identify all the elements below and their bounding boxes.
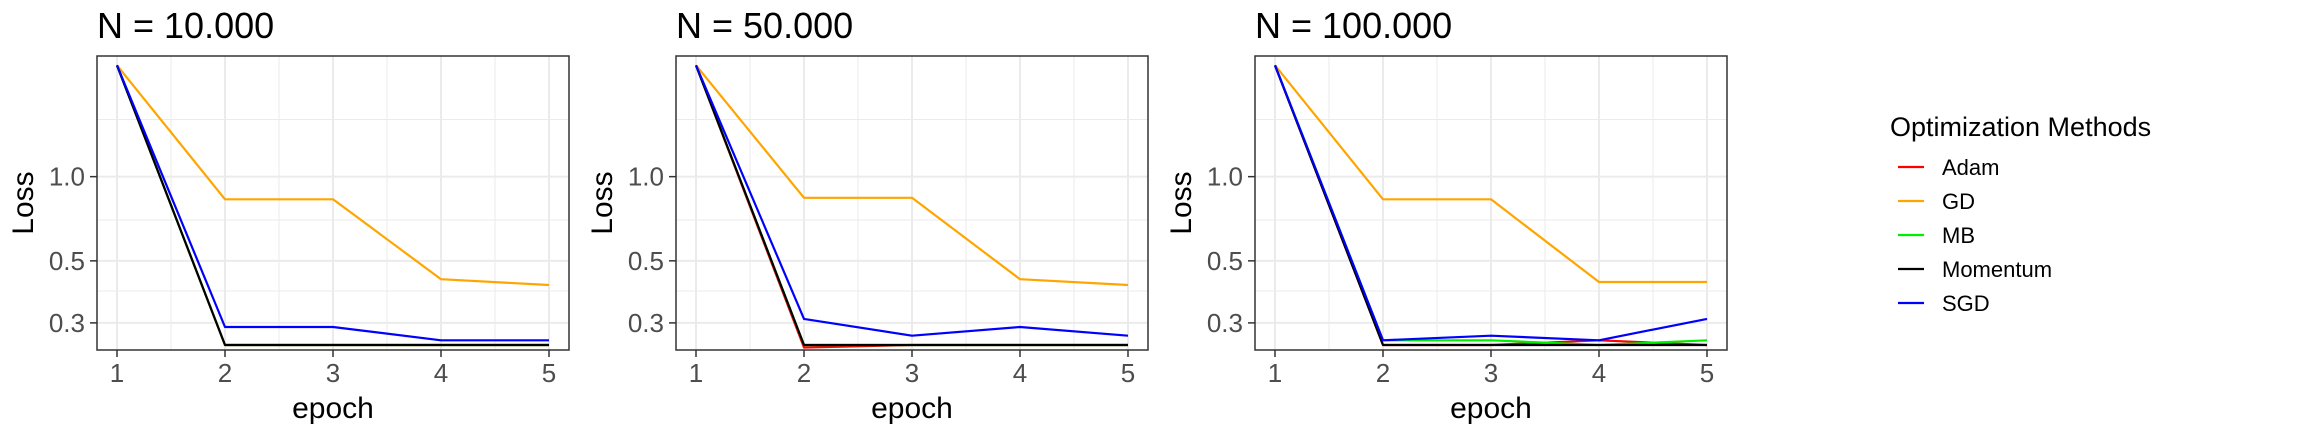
x-tick-label: 5	[542, 358, 556, 388]
y-tick-label: 1.0	[1207, 162, 1243, 192]
y-axis-label: Loss	[586, 171, 619, 234]
legend-item-adam: Adam	[1898, 155, 1999, 180]
panel-3: 1 2 3 4 5 0.3 0.5 1.0 N = 100.000 epoch Loss	[1165, 5, 1728, 425]
x-axis-label: epoch	[1450, 392, 1532, 425]
y-tick-label: 0.3	[49, 308, 85, 338]
legend-item-mb: MB	[1898, 223, 1975, 248]
panel-title: N = 50.000	[676, 5, 853, 46]
gridlines	[676, 56, 1148, 350]
legend-item-gd: GD	[1898, 189, 1975, 214]
x-tick-label: 3	[905, 358, 919, 388]
y-axis-label: Loss	[1165, 171, 1198, 234]
y-axis-label: Loss	[7, 171, 40, 234]
legend-item-sgd: SGD	[1898, 291, 1990, 316]
series-line-sgd	[1273, 64, 1708, 342]
legend-label: SGD	[1942, 291, 1990, 316]
series-lines	[115, 64, 550, 347]
gridlines	[97, 56, 569, 350]
panel-title: N = 100.000	[1255, 5, 1452, 46]
x-tick-label: 1	[110, 358, 124, 388]
x-tick-label: 4	[1592, 358, 1606, 388]
y-tick-label: 0.3	[628, 308, 664, 338]
panel-2: 1 2 3 4 5 0.3 0.5 1.0 N = 50.000 epoch Loss	[586, 5, 1149, 425]
series-lines	[1273, 64, 1708, 347]
series-lines	[694, 64, 1129, 349]
y-tick-label: 0.5	[628, 246, 664, 276]
panel-1: 1 2 3 4 5 0.3 0.5 1.0 N = 10.000 epoch Loss	[7, 5, 570, 425]
legend: Optimization Methods Adam GD MB Momentum SGD	[1890, 112, 2151, 316]
legend-title: Optimization Methods	[1890, 112, 2151, 142]
x-tick-label: 2	[1376, 358, 1390, 388]
x-tick-label: 4	[1013, 358, 1027, 388]
series-line-gd	[1274, 64, 1707, 284]
y-tick-label: 0.3	[1207, 308, 1243, 338]
panel-title: N = 10.000	[97, 5, 274, 46]
legend-label: Momentum	[1942, 257, 2052, 282]
x-axis-label: epoch	[871, 392, 953, 425]
y-tick-label: 1.0	[49, 162, 85, 192]
legend-item-momentum: Momentum	[1898, 257, 2052, 282]
series-line-momentum	[1273, 64, 1707, 347]
x-tick-label: 5	[1121, 358, 1135, 388]
series-line-gd	[116, 64, 550, 287]
x-tick-label: 2	[218, 358, 232, 388]
series-line-sgd	[115, 64, 549, 342]
legend-label: GD	[1942, 189, 1975, 214]
x-tick-label: 1	[1268, 358, 1282, 388]
series-line-sgd	[694, 64, 1129, 337]
x-axis-label: epoch	[292, 392, 374, 425]
legend-label: Adam	[1942, 155, 1999, 180]
y-tick-label: 0.5	[49, 246, 85, 276]
x-tick-label: 5	[1700, 358, 1714, 388]
x-tick-label: 3	[326, 358, 340, 388]
series-line-momentum	[115, 64, 549, 347]
x-tick-label: 1	[689, 358, 703, 388]
series-line-momentum	[694, 64, 1128, 347]
x-tick-label: 2	[797, 358, 811, 388]
y-tick-label: 1.0	[628, 162, 664, 192]
x-tick-label: 4	[434, 358, 448, 388]
legend-label: MB	[1942, 223, 1975, 248]
x-tick-label: 3	[1484, 358, 1498, 388]
y-tick-label: 0.5	[1207, 246, 1243, 276]
series-line-gd	[695, 64, 1129, 287]
